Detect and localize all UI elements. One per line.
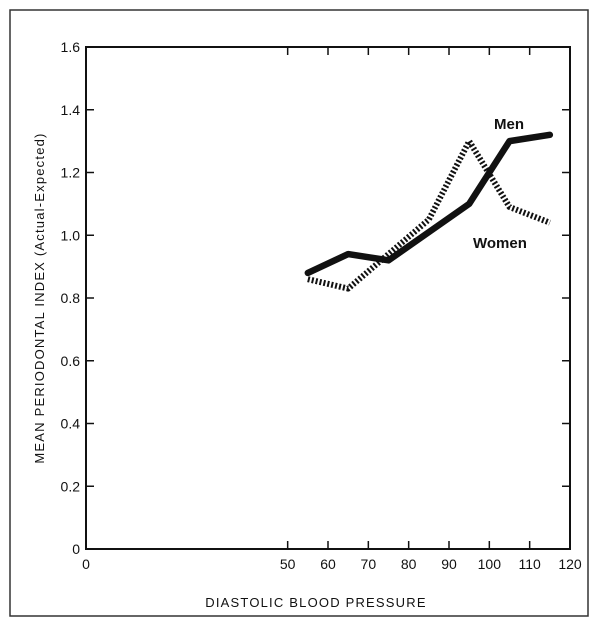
women-point	[307, 279, 308, 280]
x-tick-label: 80	[401, 556, 417, 572]
y-tick-label: 0.6	[61, 353, 81, 369]
x-axis-title: DIASTOLIC BLOOD PRESSURE	[205, 595, 426, 610]
x-tick-label: 0	[82, 556, 90, 572]
y-axis-ticks: 0 0.2 0.4 0.6 0.8 1.0 1.2 1.4 1.6	[61, 39, 570, 557]
women-point	[388, 254, 389, 255]
women-point	[469, 141, 470, 142]
men-point	[549, 134, 550, 135]
x-axis-ticks: 0 50 60 70 80 90 100 110 120	[82, 47, 582, 572]
series-points	[307, 134, 550, 289]
women-point	[549, 222, 550, 223]
women-point	[348, 288, 349, 289]
women-point	[509, 207, 510, 208]
men-series-line	[304, 131, 554, 277]
x-tick-label: 90	[441, 556, 457, 572]
legend-men-label: Men	[494, 116, 524, 133]
y-tick-label: 1.4	[61, 102, 81, 118]
x-tick-label: 60	[320, 556, 336, 572]
legend-women-label: Women	[473, 235, 527, 252]
y-tick-label: 0	[72, 541, 80, 557]
men-point	[388, 260, 389, 261]
series-lines	[304, 131, 554, 292]
men-point	[348, 254, 349, 255]
men-point	[509, 141, 510, 142]
x-tick-label: 100	[478, 556, 502, 572]
y-tick-label: 0.4	[61, 416, 81, 432]
x-tick-label: 50	[280, 556, 296, 572]
men-point	[428, 232, 429, 233]
x-tick-label: 110	[519, 556, 542, 572]
outer-frame	[9, 9, 589, 617]
y-tick-label: 1.6	[61, 39, 81, 55]
y-tick-label: 0.2	[61, 478, 81, 494]
y-tick-label: 1.0	[61, 227, 81, 243]
y-tick-label: 1.2	[61, 165, 81, 181]
y-axis-title: MEAN PERIODONTAL INDEX (Actual-Expected)	[32, 132, 47, 463]
x-tick-label: 120	[558, 556, 582, 572]
women-point	[428, 219, 429, 220]
women-series-line	[307, 138, 551, 292]
men-point	[307, 272, 308, 273]
y-tick-label: 0.8	[61, 290, 81, 306]
x-tick-label: 70	[361, 556, 377, 572]
men-point	[469, 203, 470, 204]
